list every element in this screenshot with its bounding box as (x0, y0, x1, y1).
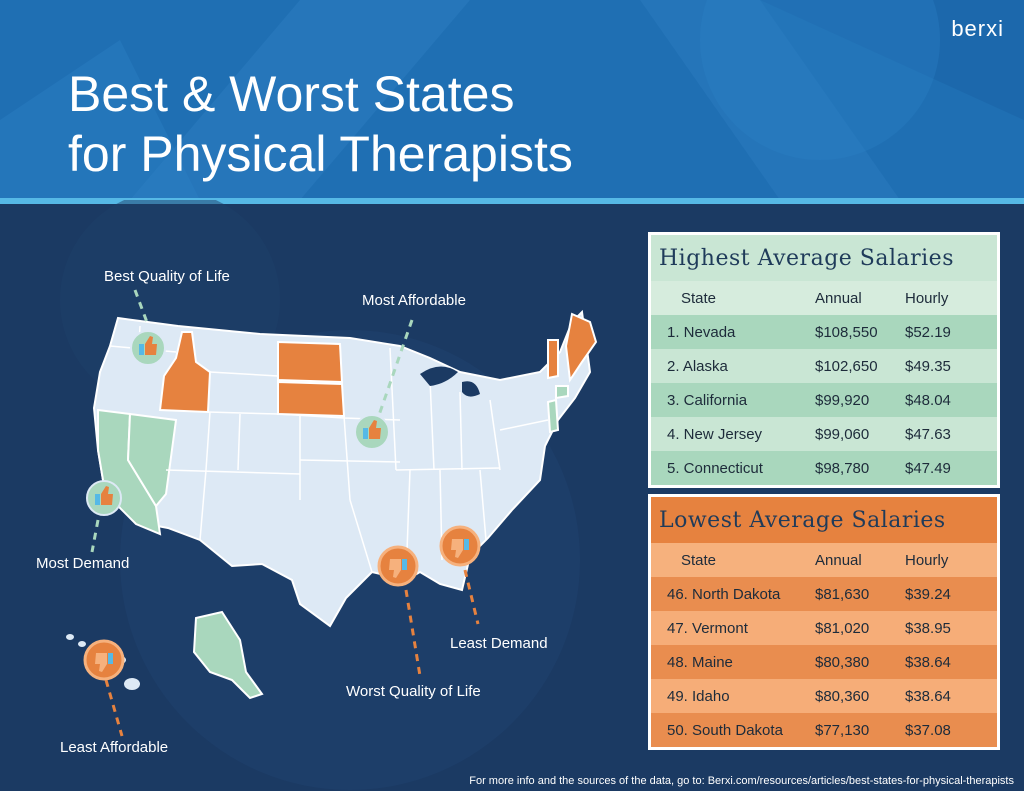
column-header-state: State (681, 289, 717, 307)
thumbs-down-icon (377, 545, 419, 587)
callout-worst-quality-of-life: Worst Quality of Life (346, 683, 481, 700)
header-divider (0, 198, 1024, 204)
state-north-dakota (277, 340, 344, 384)
hourly-cell: $48.04 (905, 391, 951, 409)
table-title: Lowest Average Salaries (651, 497, 997, 543)
state-cell: 2. Alaska (667, 357, 728, 375)
state-cell: 1. Nevada (667, 323, 736, 341)
hourly-cell: $37.08 (905, 721, 951, 739)
hourly-cell: $38.64 (905, 653, 951, 671)
hourly-cell: $49.35 (905, 357, 951, 375)
state-vermont (547, 339, 559, 380)
annual-cell: $99,060 (815, 425, 870, 443)
column-header-annual: Annual (815, 551, 862, 569)
thumbs-down-icon (439, 525, 481, 567)
table-row: 4. New Jersey $99,060 $47.63 (651, 417, 997, 451)
hourly-cell: $52.19 (905, 323, 951, 341)
brand-logo: berxi (951, 16, 1004, 41)
table-header-row: State Annual Hourly (651, 543, 997, 577)
annual-cell: $80,360 (815, 687, 870, 705)
annual-cell: $77,130 (815, 721, 870, 739)
state-south-dakota (277, 380, 346, 418)
header-background-shapes (0, 0, 1024, 200)
callout-most-demand: Most Demand (36, 555, 130, 572)
state-cell: 50. South Dakota (667, 721, 783, 739)
annual-cell: $80,380 (815, 653, 870, 671)
state-cell: 48. Maine (667, 653, 733, 671)
hourly-cell: $38.64 (905, 687, 951, 705)
hourly-cell: $39.24 (905, 585, 951, 603)
state-cell: 4. New Jersey (667, 425, 763, 443)
title-line-1: Best & Worst States (68, 66, 515, 122)
thumbs-up-icon (354, 414, 390, 450)
header-banner (0, 0, 1024, 200)
callout-most-affordable: Most Affordable (362, 292, 466, 309)
hourly-cell: $47.63 (905, 425, 951, 443)
callout-best-quality-of-life: Best Quality of Life (104, 268, 230, 285)
highest-salaries-table: Highest Average Salaries State Annual Ho… (648, 232, 1000, 488)
us-map (60, 200, 598, 790)
table-row: 48. Maine $80,380 $38.64 (651, 645, 997, 679)
state-new-jersey (546, 398, 560, 434)
table-row: 49. Idaho $80,360 $38.64 (651, 679, 997, 713)
thumbs-up-icon (86, 480, 122, 516)
annual-cell: $108,550 (815, 323, 878, 341)
table-header-row: State Annual Hourly (651, 281, 997, 315)
state-connecticut (555, 385, 569, 400)
state-cell: 3. California (667, 391, 748, 409)
table-title: Highest Average Salaries (651, 235, 997, 281)
lowest-salaries-table: Lowest Average Salaries State Annual Hou… (648, 494, 1000, 750)
title-line-2: for Physical Therapists (68, 126, 573, 182)
annual-cell: $99,920 (815, 391, 870, 409)
column-header-state: State (681, 551, 717, 569)
column-header-hourly: Hourly (905, 289, 949, 307)
table-row: 5. Connecticut $98,780 $47.49 (651, 451, 997, 485)
column-header-hourly: Hourly (905, 551, 949, 569)
annual-cell: $98,780 (815, 459, 870, 477)
state-cell: 49. Idaho (667, 687, 730, 705)
state-cell: 5. Connecticut (667, 459, 763, 477)
great-lakes (420, 366, 480, 397)
table-row: 50. South Dakota $77,130 $37.08 (651, 713, 997, 747)
column-header-annual: Annual (815, 289, 862, 307)
footer-source-note: For more info and the sources of the dat… (469, 775, 1014, 787)
table-row: 47. Vermont $81,020 $38.95 (651, 611, 997, 645)
state-cell: 47. Vermont (667, 619, 748, 637)
annual-cell: $81,630 (815, 585, 870, 603)
table-row: 3. California $99,920 $48.04 (651, 383, 997, 417)
table-row: 1. Nevada $108,550 $52.19 (651, 315, 997, 349)
callout-least-demand: Least Demand (450, 635, 548, 652)
state-maine (564, 312, 598, 383)
table-row: 2. Alaska $102,650 $49.35 (651, 349, 997, 383)
annual-cell: $81,020 (815, 619, 870, 637)
hourly-cell: $47.49 (905, 459, 951, 477)
state-nevada (126, 412, 178, 508)
thumbs-down-icon (83, 639, 125, 681)
callout-lines (90, 289, 480, 737)
table-row: 46. North Dakota $81,630 $39.24 (651, 577, 997, 611)
state-cell: 46. North Dakota (667, 585, 781, 603)
callout-least-affordable: Least Affordable (60, 739, 169, 756)
hourly-cell: $38.95 (905, 619, 951, 637)
thumbs-up-icon (130, 330, 166, 366)
state-alaska (192, 610, 264, 700)
annual-cell: $102,650 (815, 357, 878, 375)
page-title: Best & Worst States for Physical Therapi… (68, 64, 573, 184)
